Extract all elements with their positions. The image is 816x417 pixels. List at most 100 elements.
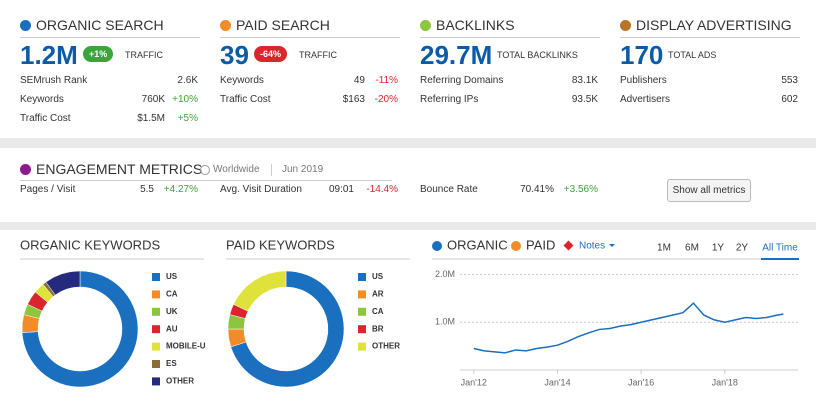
caret [609,244,615,247]
metric-label: Bounce Rate [420,184,478,195]
big-number: 170 [620,40,664,70]
metric-change: +3.56% [563,184,598,195]
legend-swatch [152,325,160,334]
notes-icon [563,240,574,251]
period-tab[interactable]: 1M [657,243,671,254]
section-dot [220,20,231,31]
unit-label: TRAFFIC [299,50,337,60]
section-dot [20,20,31,31]
legend-swatch [358,325,366,334]
legend-swatch [152,377,160,386]
big-number: 29.7M [420,40,493,70]
notes-toggle[interactable]: Notes [579,241,605,252]
legend-label: US [166,272,178,281]
legend-label: PAID [526,237,555,252]
row-value: $1.5M [137,113,165,124]
row-value: 760K [141,94,165,105]
divider [220,37,400,38]
period-tab[interactable]: 1Y [712,243,725,254]
unit-label: TRAFFIC [125,50,163,60]
legend-label: CA [166,290,178,299]
section-dot [20,164,31,175]
row-label: Keywords [20,94,64,105]
row-label: Publishers [620,75,667,86]
donut-slice [230,270,345,388]
donut-slice [21,270,139,388]
legend-swatch [152,342,160,351]
metric-value: 70.41% [520,184,554,195]
globe-icon [200,165,210,175]
metric-change: +4.27% [163,184,198,195]
x-tick-label: Jan'12 [461,377,487,387]
section-title: ENGAGEMENT METRICS [36,161,203,177]
row-value: $163 [342,94,365,105]
period-tab[interactable]: 2Y [736,243,749,254]
donut-slice [233,270,287,312]
row-value: 93.5K [571,94,598,105]
y-tick-label: 2.0M [435,269,455,279]
legend-label: OTHER [166,377,194,386]
row-change: -11% [375,75,398,86]
x-tick-label: Jan'14 [544,377,570,387]
region: Worldwide [213,164,260,175]
big-number: 1.2M [20,40,78,70]
row-change: +10% [172,94,198,105]
legend-swatch [152,307,160,316]
legend-label: CA [372,307,384,316]
section-dot [620,20,631,31]
x-tick-label: Jan'16 [628,377,654,387]
legend-label: MOBILE-U [166,342,206,351]
legend-swatch [358,273,366,281]
divider [20,37,200,38]
y-tick-label: 1.0M [435,317,455,327]
metric-value: 5.5 [140,184,154,195]
button[interactable]: Show all metrics [667,179,751,202]
legend-label: BR [372,324,384,333]
legend-dot [511,241,521,251]
chart-title: PAID KEYWORDS [226,237,335,252]
period-tab[interactable]: All Time [762,243,798,254]
separator [271,164,272,176]
legend-label: AU [166,324,178,333]
legend-label: ORGANIC [447,237,508,252]
summary-panel [0,0,816,138]
big-number: 39 [220,40,249,70]
legend-swatch [358,307,366,316]
divider [20,180,392,181]
x-tick-label: Jan'18 [712,377,738,387]
row-value: 2.6K [177,75,198,86]
metric-value: 09:01 [328,184,354,195]
row-label: Traffic Cost [220,94,271,105]
chart-title: ORGANIC KEYWORDS [20,237,160,252]
legend-swatch [358,290,366,299]
date: Jun 2019 [282,164,324,175]
row-value: 83.1K [571,75,598,86]
legend-label: ES [166,359,177,368]
row-change: +5% [177,113,198,124]
row-label: Advertisers [620,94,671,105]
row-value: 49 [353,75,365,86]
legend-label: US [372,272,384,281]
legend-swatch [152,360,160,368]
row-label: Traffic Cost [20,113,71,124]
badge: -64% [254,46,288,62]
metric-label: Avg. Visit Duration [220,184,302,195]
unit-label: TOTAL ADS [668,50,717,60]
row-label: Keywords [220,75,264,86]
legend-label: AR [372,290,384,299]
legend-dot [432,241,442,251]
section-title: DISPLAY ADVERTISING [636,17,792,33]
row-change: -20% [374,94,398,105]
badge: +1% [83,46,114,62]
line-series [473,302,784,354]
period-tab[interactable]: 6M [685,243,699,254]
donut-slice [45,270,81,296]
row-label: Referring Domains [420,75,504,86]
legend-label: OTHER [372,342,400,351]
row-label: SEMrush Rank [20,75,88,86]
legend-swatch [152,273,160,281]
divider [420,37,600,38]
legend-swatch [152,290,160,299]
